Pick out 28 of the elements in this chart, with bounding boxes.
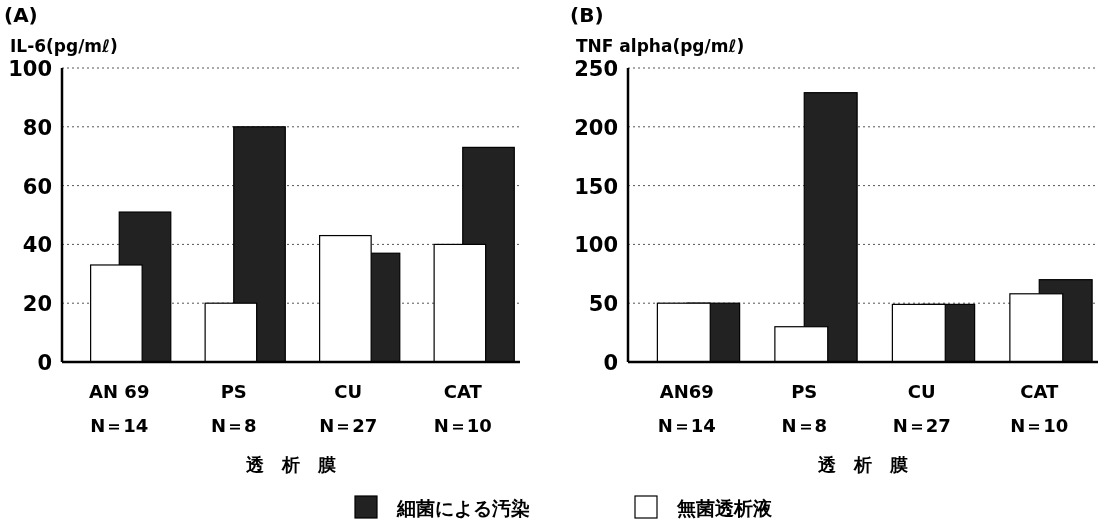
x-axis-title: 透 析 膜 bbox=[817, 454, 908, 475]
y-tick-label: 0 bbox=[37, 351, 52, 375]
y-tick-label: 100 bbox=[8, 57, 52, 81]
chart-title: (B) bbox=[570, 3, 604, 27]
legend-label: 無菌透析液 bbox=[676, 497, 773, 519]
x-axis-title: 透 析 膜 bbox=[245, 454, 336, 475]
x-tick-label: AN69 N＝14 bbox=[657, 381, 716, 436]
chart-title: (A) bbox=[4, 3, 38, 27]
y-tick-label: 50 bbox=[588, 292, 618, 317]
y-tick-label: 20 bbox=[22, 292, 52, 317]
x-tick-label: PS N＝8 bbox=[781, 381, 828, 436]
legend-label: 細菌による汚染 bbox=[396, 497, 530, 519]
y-tick-label: 80 bbox=[22, 115, 52, 140]
y-axis-title: IL-6(pg/mℓ) bbox=[10, 36, 118, 56]
y-tick-label: 150 bbox=[574, 174, 618, 199]
y-tick-label: 200 bbox=[574, 115, 618, 140]
x-tick-label: CAT N＝10 bbox=[1010, 381, 1069, 436]
y-tick-label: 250 bbox=[574, 57, 618, 81]
x-tick-label: CAT N＝10 bbox=[433, 381, 492, 436]
y-tick-label: 0 bbox=[603, 351, 618, 375]
x-tick-label: PS N＝8 bbox=[210, 381, 257, 436]
x-tick-label: CU N＝27 bbox=[892, 381, 951, 436]
y-axis-title: TNF alpha(pg/mℓ) bbox=[576, 36, 745, 56]
x-tick-label: AN 69 N＝14 bbox=[89, 381, 150, 436]
y-tick-label: 40 bbox=[22, 233, 52, 258]
y-tick-label: 100 bbox=[574, 233, 618, 258]
y-tick-label: 60 bbox=[22, 174, 52, 199]
x-tick-label: CU N＝27 bbox=[319, 381, 378, 436]
